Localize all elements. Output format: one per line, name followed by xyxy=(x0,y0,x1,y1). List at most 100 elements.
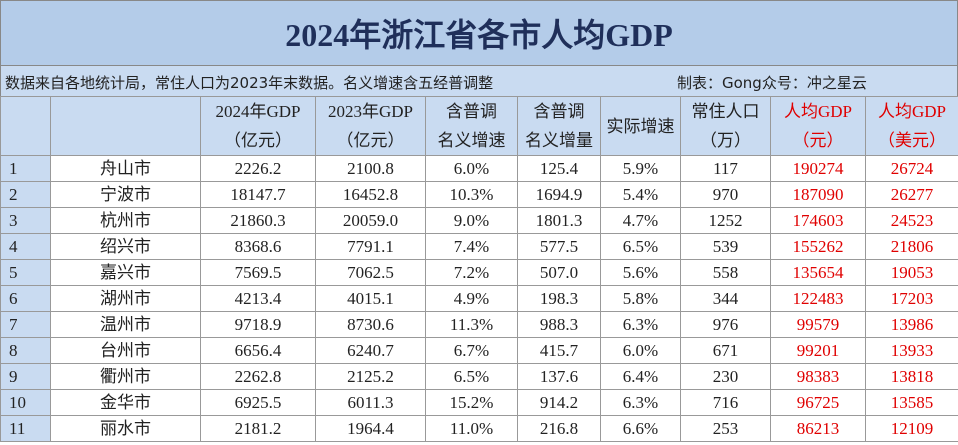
table-cell: 16452.8 xyxy=(315,181,426,208)
table-cell: 11.3% xyxy=(425,311,518,338)
row-index: 6 xyxy=(0,285,51,312)
table-cell: 7569.5 xyxy=(200,259,316,286)
table-row: 2 宁波市 18147.7 16452.8 10.3% 1694.9 5.4% 970 1870… xyxy=(0,181,958,208)
table-cell: 2125.2 xyxy=(315,363,426,390)
table-cell: 216.8 xyxy=(517,415,601,442)
table-row: 11 丽水市 2181.2 1964.4 11.0% 216.8 6.6% 253 86213 1… xyxy=(0,415,958,442)
header-line: 含普调 xyxy=(446,102,497,121)
table-cell: 12109 xyxy=(865,415,958,442)
table-cell: 6.5% xyxy=(425,363,518,390)
table-cell: 99201 xyxy=(770,337,866,364)
table-row: 3 杭州市 21860.3 20059.0 9.0% 1801.3 4.7% 1252 1746… xyxy=(0,207,958,234)
table-cell: 6240.7 xyxy=(315,337,426,364)
table-cell: 丽水市 xyxy=(50,415,201,442)
table-row: 1 舟山市 2226.2 2100.8 6.0% 125.4 5.9% 117 190274 26… xyxy=(0,155,958,182)
header-line: 实际增速 xyxy=(606,116,675,136)
row-index: 2 xyxy=(0,181,51,208)
table-cell: 2181.2 xyxy=(200,415,316,442)
table-cell: 13585 xyxy=(865,389,958,416)
header-cell: 2023年GDP （亿元） xyxy=(315,96,426,156)
table-cell: 5.4% xyxy=(600,181,681,208)
table-row: 7 温州市 9718.9 8730.6 11.3% 988.3 6.3% 976 99579 13… xyxy=(0,311,958,338)
table-cell: 122483 xyxy=(770,285,866,312)
table-cell: 5.9% xyxy=(600,155,681,182)
header-line: 2023年GDP xyxy=(327,102,413,121)
table-cell: 嘉兴市 xyxy=(50,259,201,286)
table-cell: 17203 xyxy=(865,285,958,312)
table-cell: 914.2 xyxy=(517,389,601,416)
table-cell: 135654 xyxy=(770,259,866,286)
header-cell xyxy=(0,96,51,156)
table-cell: 7062.5 xyxy=(315,259,426,286)
header-line: （万） xyxy=(700,131,751,150)
header-cell: 实际增速 xyxy=(600,96,681,156)
table-cell: 11.0% xyxy=(425,415,518,442)
table-row: 9 衢州市 2262.8 2125.2 6.5% 137.6 6.4% 230 98383 138… xyxy=(0,363,958,390)
header-line: 人均GDP xyxy=(877,102,946,121)
row-index: 5 xyxy=(0,259,51,286)
table-row: 4 绍兴市 8368.6 7791.1 7.4% 577.5 6.5% 539 155262 21… xyxy=(0,233,958,260)
table-row: 10 金华市 6925.5 6011.3 15.2% 914.2 6.3% 716 96725 1… xyxy=(0,389,958,416)
table-cell: 20059.0 xyxy=(315,207,426,234)
header-line: 人均GDP xyxy=(783,102,852,121)
header-cell: 含普调 名义增速 xyxy=(425,96,518,156)
table-cell: 衢州市 xyxy=(50,363,201,390)
table-cell: 187090 xyxy=(770,181,866,208)
table-cell: 6.5% xyxy=(600,233,681,260)
table-cell: 86213 xyxy=(770,415,866,442)
header-line: 名义增量 xyxy=(525,131,593,150)
table-cell: 6011.3 xyxy=(315,389,426,416)
header-line: 2024年GDP xyxy=(215,102,301,121)
table-cell: 2262.8 xyxy=(200,363,316,390)
table-cell: 26277 xyxy=(865,181,958,208)
table-cell: 13818 xyxy=(865,363,958,390)
table-cell: 415.7 xyxy=(517,337,601,364)
table-cell: 15.2% xyxy=(425,389,518,416)
table-cell: 温州市 xyxy=(50,311,201,338)
table-cell: 10.3% xyxy=(425,181,518,208)
table-cell: 6656.4 xyxy=(200,337,316,364)
table-cell: 4015.1 xyxy=(315,285,426,312)
table-cell: 174603 xyxy=(770,207,866,234)
table-cell: 9718.9 xyxy=(200,311,316,338)
table-cell: 198.3 xyxy=(517,285,601,312)
table-cell: 1801.3 xyxy=(517,207,601,234)
table-cell: 26724 xyxy=(865,155,958,182)
table-cell: 1252 xyxy=(680,207,771,234)
table-cell: 21860.3 xyxy=(200,207,316,234)
table-cell: 125.4 xyxy=(517,155,601,182)
table-cell: 5.8% xyxy=(600,285,681,312)
table-cell: 4213.4 xyxy=(200,285,316,312)
table-cell: 金华市 xyxy=(50,389,201,416)
header-line: （元） xyxy=(792,131,844,150)
header-cell xyxy=(50,96,201,156)
table-cell: 4.7% xyxy=(600,207,681,234)
table-row: 6 湖州市 4213.4 4015.1 4.9% 198.3 5.8% 344 122483 17… xyxy=(0,285,958,312)
table-cell: 98383 xyxy=(770,363,866,390)
header-cell: 含普调 名义增量 xyxy=(517,96,601,156)
table-cell: 2226.2 xyxy=(200,155,316,182)
credit: 制表：Gong众号：冲之星云 xyxy=(677,74,867,92)
note-bar: 数据来自各地统计局，常住人口为2023年末数据。名义增速含五经普调整 制表：Go… xyxy=(0,66,958,96)
table-cell: 6.3% xyxy=(600,311,681,338)
header-line: 名义增速 xyxy=(437,131,506,150)
table-cell: 台州市 xyxy=(50,337,201,364)
table-cell: 558 xyxy=(680,259,771,286)
table-cell: 8730.6 xyxy=(315,311,426,338)
table-cell: 155262 xyxy=(770,233,866,260)
table-cell: 湖州市 xyxy=(50,285,201,312)
table-cell: 5.6% xyxy=(600,259,681,286)
gdp-table: 2024年GDP （亿元） 2023年GDP （亿元） 含普调 名义增速 含普调 名义增量 实际… xyxy=(0,96,958,442)
header-cell: 人均GDP （美元） xyxy=(865,96,958,156)
row-index: 7 xyxy=(0,311,51,338)
table-cell: 7.4% xyxy=(425,233,518,260)
table-cell: 970 xyxy=(680,181,771,208)
table-cell: 6.0% xyxy=(600,337,681,364)
table-cell: 99579 xyxy=(770,311,866,338)
table-cell: 24523 xyxy=(865,207,958,234)
table-cell: 716 xyxy=(680,389,771,416)
table-row: 8 台州市 6656.4 6240.7 6.7% 415.7 6.0% 671 99201 139… xyxy=(0,337,958,364)
table-cell: 976 xyxy=(680,311,771,338)
table-cell: 507.0 xyxy=(517,259,601,286)
table-cell: 2100.8 xyxy=(315,155,426,182)
